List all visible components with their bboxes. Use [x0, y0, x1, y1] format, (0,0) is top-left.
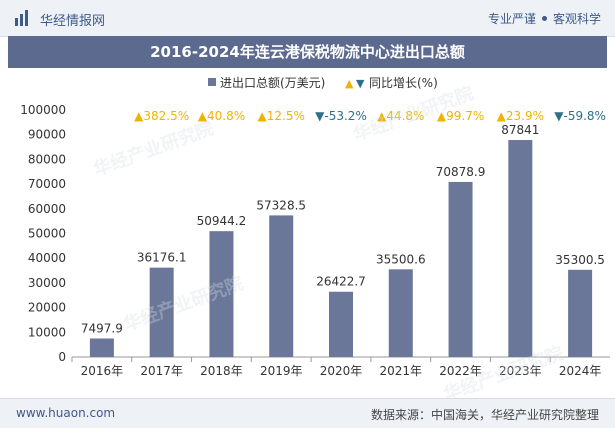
bar-value-label: 50944.2	[197, 214, 247, 228]
x-tick-label: 2023年	[499, 364, 542, 378]
x-tick-label: 2020年	[320, 364, 363, 378]
slogan-dot-icon	[541, 16, 547, 21]
down-triangle-icon: ▼	[315, 109, 325, 123]
bar	[269, 215, 294, 357]
y-tick-label: 100000	[20, 103, 66, 117]
growth-label: ▼-59.8%	[554, 109, 606, 123]
bar	[388, 269, 413, 357]
growth-label: ▲23.9%	[497, 109, 544, 123]
growth-value: 382.5%	[143, 109, 189, 123]
bar-value-label: 35300.5	[555, 253, 605, 267]
x-tick-label: 2019年	[260, 364, 303, 378]
legend-line-label: 同比增长(%)	[369, 76, 438, 90]
bar	[329, 291, 353, 357]
growth-label: ▼-53.2%	[315, 109, 367, 123]
bar-value-label: 35500.6	[376, 252, 426, 266]
chart-title: 2016-2024年连云港保税物流中心进出口总额	[8, 36, 607, 68]
bar-value-label: 57328.5	[256, 198, 306, 212]
legend-down-triangle-icon: ▼	[356, 77, 365, 90]
growth-label: ▲12.5%	[258, 109, 305, 123]
growth-value: 23.9%	[506, 109, 544, 123]
slogan-left: 专业严谨	[487, 12, 536, 26]
bar-value-label: 36176.1	[137, 251, 187, 265]
y-tick-label: 60000	[28, 202, 66, 216]
up-triangle-icon: ▲	[198, 109, 208, 123]
x-tick-label: 2024年	[559, 364, 602, 378]
growth-label: ▲382.5%	[134, 109, 189, 123]
bar-value-label: 87841	[501, 123, 539, 137]
legend-bar-swatch	[208, 78, 216, 86]
growth-labels: ▲382.5% ▲40.8% ▲12.5% ▼-53.2% ▲44.8% ▲99.7% ▲2…	[134, 109, 606, 123]
growth-value: 40.8%	[207, 109, 245, 123]
growth-value: -53.2%	[324, 109, 366, 123]
site-name: 华经情报网	[40, 14, 106, 29]
bar-value-label: 7497.9	[81, 321, 123, 335]
growth-value: -59.8%	[564, 109, 606, 123]
legend-bar-label: 进出口总额(万美元)	[220, 76, 325, 90]
x-tick-label: 2018年	[200, 364, 243, 378]
y-tick-label: 50000	[28, 227, 66, 241]
up-triangle-icon: ▲	[258, 109, 268, 123]
growth-value: 44.8%	[386, 109, 424, 123]
value-labels: 7497.9 36176.1 50944.2 57328.5 26422.7 35500.…	[81, 123, 605, 335]
y-tick-label: 90000	[28, 128, 66, 142]
growth-value: 99.7%	[446, 109, 484, 123]
bar	[89, 338, 114, 357]
footer-website: www.huaon.com	[16, 406, 116, 420]
slogan-right: 客观科学	[552, 12, 601, 26]
bars	[89, 140, 593, 357]
bar-value-label: 70878.9	[436, 165, 486, 179]
y-tick-label: 40000	[28, 251, 66, 265]
logo-icon	[15, 10, 28, 26]
down-triangle-icon: ▼	[554, 109, 564, 123]
y-tick-label: 80000	[28, 152, 66, 166]
up-triangle-icon: ▲	[497, 109, 507, 123]
x-tick-label: 2022年	[439, 364, 482, 378]
up-triangle-icon: ▲	[377, 109, 387, 123]
bar-chart: 进出口总额(万美元) ▲ ▼ 同比增长(%) 0 10000 20000 30000 4…	[20, 76, 610, 378]
growth-value: 12.5%	[267, 109, 305, 123]
bar	[568, 269, 593, 357]
x-tick-label: 2021年	[380, 364, 423, 378]
y-tick-label: 0	[58, 350, 66, 364]
y-tick-label: 20000	[28, 301, 66, 315]
x-tick-label: 2016年	[81, 364, 124, 378]
bar	[209, 231, 234, 357]
footer-source: 数据来源：中国海关，华经产业研究院整理	[370, 408, 599, 422]
growth-label: ▲44.8%	[377, 109, 424, 123]
bar	[149, 267, 174, 357]
x-tick-label: 2017年	[140, 364, 183, 378]
up-triangle-icon: ▲	[437, 109, 447, 123]
y-tick-label: 30000	[28, 276, 66, 290]
legend-up-triangle-icon: ▲	[345, 77, 354, 90]
bar	[508, 140, 533, 357]
growth-label: ▲40.8%	[198, 109, 245, 123]
up-triangle-icon: ▲	[134, 109, 144, 123]
y-tick-label: 10000	[28, 325, 66, 339]
axes: 0 10000 20000 30000 40000 50000 60000 70000 8000…	[20, 103, 610, 378]
top-bar: 华经情报网 专业严谨 客观科学	[0, 0, 615, 37]
legend: 进出口总额(万美元) ▲ ▼ 同比增长(%)	[208, 76, 438, 90]
growth-label: ▲99.7%	[437, 109, 484, 123]
footer: www.huaon.com 数据来源：中国海关，华经产业研究院整理	[0, 398, 615, 428]
bar-value-label: 26422.7	[316, 275, 366, 289]
slogan: 专业严谨 客观科学	[488, 10, 601, 27]
y-tick-label: 70000	[28, 177, 66, 191]
bar	[448, 181, 473, 357]
